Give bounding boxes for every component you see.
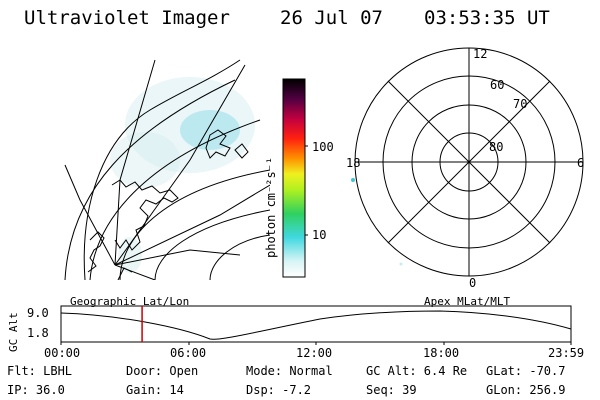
colorbar-tick-10: 10 — [312, 228, 327, 242]
polar-mlt-label-18: 18 — [346, 156, 361, 170]
coastline — [87, 231, 105, 273]
coastline — [205, 129, 231, 159]
time-tick-2359: 23:59 — [548, 346, 585, 360]
lat-line — [89, 119, 261, 280]
geographic-caption: Geographic Lat/Lon — [70, 295, 190, 308]
glat-readout: GLat: -70.7 — [486, 364, 566, 378]
mlt-line-diag — [387, 80, 551, 244]
glon-readout: GLon: 256.9 — [486, 383, 566, 397]
polar-lat-label-60: 60 — [490, 78, 505, 92]
time-tick-1800: 18:00 — [423, 346, 460, 360]
door-readout: Door: Open — [126, 364, 199, 378]
dsp-readout: Dsp: -7.2 — [246, 383, 312, 397]
polar-mlt-label-0: 0 — [469, 276, 477, 290]
coastline — [111, 179, 179, 251]
time-tick-0000: 00:00 — [44, 346, 81, 360]
gc-alt-readout: GC Alt: 6.4 Re — [366, 364, 468, 378]
coastline — [234, 143, 249, 159]
earth-limb — [83, 59, 241, 280]
gc-alt-tick-high: 9.0 — [27, 306, 49, 320]
lon-line — [64, 164, 116, 266]
intensity-colorbar — [282, 78, 308, 278]
lon-line — [114, 264, 156, 280]
filter-readout: Flt: LBHL — [7, 364, 73, 378]
time-tick-1200: 12:00 — [296, 346, 333, 360]
emission-spot — [351, 178, 355, 182]
lon-line — [114, 184, 270, 266]
aurora-emission — [110, 77, 255, 273]
gc-alt-curve — [60, 310, 572, 340]
seq-readout: Seq: 39 — [366, 383, 417, 397]
colorbar-tick-100: 100 — [312, 140, 334, 154]
gc-alt-axis-label: GC Alt — [7, 312, 20, 352]
polar-mlt-label-12: 12 — [473, 47, 488, 61]
colorbar-unit-label: photon cm⁻²s⁻¹ — [264, 156, 278, 258]
emission-spot — [399, 262, 403, 266]
lon-line — [114, 249, 241, 266]
orbit-timeline — [60, 305, 572, 345]
time-tick-0600: 06:00 — [170, 346, 207, 360]
polar-lat-label-80: 80 — [489, 140, 504, 154]
instrument-title: Ultraviolet Imager — [24, 7, 230, 29]
date-label: 26 Jul 07 — [280, 7, 383, 29]
coastline — [117, 267, 133, 280]
apex-caption: Apex MLat/MLT — [424, 295, 511, 308]
mode-readout: Mode: Normal — [246, 364, 333, 378]
lat-line — [154, 209, 270, 280]
gc-alt-tick-low: 1.8 — [27, 326, 49, 340]
lat-line — [64, 79, 236, 280]
lat-line — [209, 234, 270, 280]
geographic-map — [64, 59, 270, 280]
polar-lat-label-70: 70 — [513, 97, 528, 111]
lon-line — [114, 64, 246, 266]
polar-mlt-label-6: 6 — [577, 156, 585, 170]
polar-mlat-mlt-plot — [351, 47, 584, 277]
gain-readout: Gain: 14 — [126, 383, 184, 397]
lat-line — [119, 169, 270, 280]
time-label: 03:53:35 UT — [424, 7, 550, 29]
ip-readout: IP: 36.0 — [7, 383, 65, 397]
